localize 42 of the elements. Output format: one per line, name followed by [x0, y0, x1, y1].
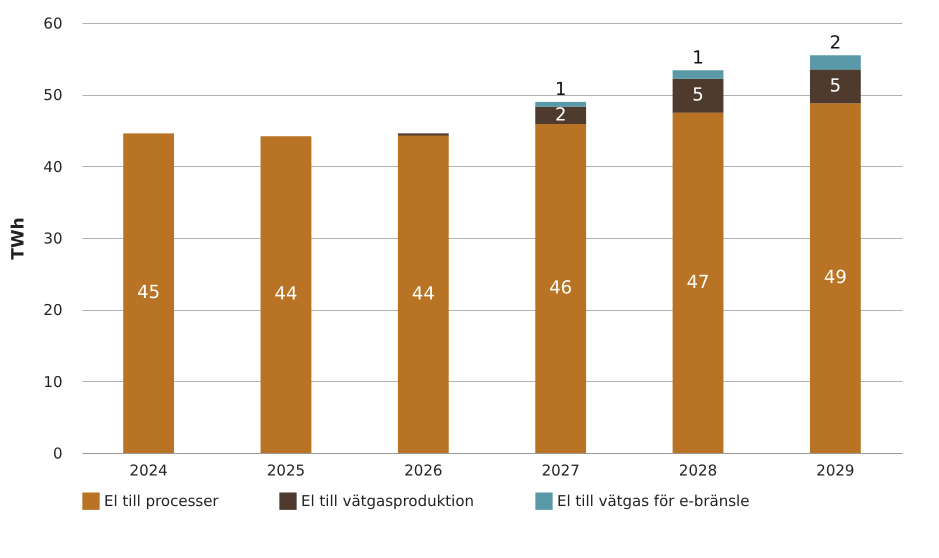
data-label: 46 [549, 278, 572, 299]
bar [672, 78, 724, 113]
bar [535, 124, 586, 453]
x-tick-label: 2027 [542, 462, 580, 480]
y-tick-label: 20 [43, 301, 62, 320]
y-tick-label: 30 [43, 230, 62, 248]
bar [535, 102, 586, 107]
x-tick-label: 2029 [816, 462, 854, 480]
legend-label: El till vätgasproduktion [301, 492, 474, 510]
data-label: 47 [686, 272, 710, 293]
bar [123, 133, 174, 453]
bar [398, 133, 449, 136]
y-tick-label: 0 [52, 444, 62, 462]
x-tick-label: 2024 [130, 462, 168, 480]
data-label: 1 [554, 78, 566, 100]
data-label: 5 [692, 84, 704, 106]
bar [672, 112, 724, 453]
x-tick-label: 2026 [404, 462, 442, 480]
legend-label: El till vätgas för e-bränsle [557, 492, 750, 510]
bar [260, 136, 312, 453]
bar [398, 136, 449, 453]
data-label: 44 [412, 283, 435, 304]
y-axis-title: TWh [8, 217, 28, 260]
y-tick-label: 50 [43, 86, 62, 104]
y-tick-label: 60 [43, 14, 62, 32]
data-label: 2 [830, 32, 842, 54]
x-tick-label: 2025 [266, 462, 306, 480]
legend-label: El till processer [104, 492, 220, 510]
y-tick-label: 40 [43, 158, 62, 176]
data-label: 5 [830, 75, 842, 96]
data-label: 44 [274, 284, 298, 305]
data-label: 2 [554, 104, 566, 126]
data-label: 45 [137, 282, 160, 304]
y-tick-label: 10 [43, 372, 62, 391]
bar [810, 70, 861, 104]
bar [535, 106, 586, 124]
bar [810, 103, 861, 453]
bar [672, 70, 724, 79]
bar [810, 55, 861, 70]
data-label: 49 [824, 267, 847, 288]
x-tick-label: 2028 [678, 462, 718, 480]
data-label: 1 [692, 47, 704, 68]
